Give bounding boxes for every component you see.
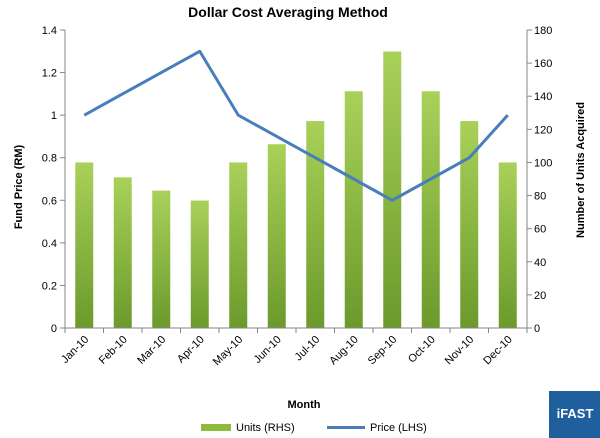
y-right-tick-label: 120 xyxy=(534,124,552,136)
bar-units-jan-10 xyxy=(75,162,94,328)
y-right-tick-label: 40 xyxy=(534,257,546,269)
bar-units-apr-10 xyxy=(190,200,209,328)
bar-units-oct-10 xyxy=(421,91,440,328)
y-right-tick-label: 160 xyxy=(534,58,552,70)
x-tick-label: Mar-10 xyxy=(135,334,168,367)
y-right-tick-label: 140 xyxy=(534,91,552,103)
bar-units-sep-10 xyxy=(383,51,402,329)
y-right-tick-label: 60 xyxy=(534,224,546,236)
x-tick-label: May-10 xyxy=(211,334,245,368)
y-left-tick-label: 0 xyxy=(51,323,57,335)
y-left-tick-label: 1.2 xyxy=(42,68,57,80)
x-axis-label: Month xyxy=(288,399,321,411)
chart-title: Dollar Cost Averaging Method xyxy=(188,4,388,20)
ifast-logo: iFAST xyxy=(549,391,600,438)
y-left-tick-label: 1.4 xyxy=(42,25,57,37)
plot-area: 0 0.2 0.4 0.6 0.8 1 1.2 1.4 0 20 40 60 80 100 120 140 16… xyxy=(42,25,553,368)
bar-units-aug-10 xyxy=(344,91,363,328)
x-tick-label: Feb-10 xyxy=(97,334,130,367)
logo-background xyxy=(549,391,600,438)
legend-label-price: Price (LHS) xyxy=(370,422,427,434)
legend-label-units: Units (RHS) xyxy=(236,422,295,434)
bar-units-nov-10 xyxy=(460,121,479,328)
y-left-tick-label: 0.8 xyxy=(42,153,57,165)
x-tick-label: Dec-10 xyxy=(481,334,515,368)
x-tick-label: Jul-10 xyxy=(293,334,323,364)
line-price xyxy=(83,49,509,202)
y-axis-right-label: Number of Units Acquired xyxy=(575,102,587,238)
x-tick-label: Oct-10 xyxy=(406,334,438,366)
logo-text: iFAST xyxy=(557,406,594,421)
y-right-tick-label: 100 xyxy=(534,157,552,169)
x-tick-label: Jun-10 xyxy=(252,334,284,366)
y-left-tick-label: 0.4 xyxy=(42,238,57,250)
x-tick-label: Nov-10 xyxy=(443,334,477,368)
x-tick-label: Sep-10 xyxy=(366,334,400,368)
bar-units-jun-10 xyxy=(267,144,286,328)
x-tick-label: Aug-10 xyxy=(327,334,361,368)
y-right-tick-label: 0 xyxy=(534,323,540,335)
y-right-tick-label: 80 xyxy=(534,191,546,203)
y-left-tick-label: 0.2 xyxy=(42,280,57,292)
x-tick-label: Apr-10 xyxy=(175,334,207,366)
y-right-tick-label: 180 xyxy=(534,25,552,37)
y-axis-left-label: Fund Price (RM) xyxy=(13,145,25,230)
bar-units-dec-10 xyxy=(498,162,517,328)
bar-units-mar-10 xyxy=(152,190,171,328)
y-left-tick-label: 1 xyxy=(51,110,57,122)
bar-units-may-10 xyxy=(229,162,248,328)
legend: Units (RHS) Price (LHS) xyxy=(201,422,427,434)
y-right-tick-label: 20 xyxy=(534,290,546,302)
x-tick-label: Jan-10 xyxy=(59,334,91,366)
y-left-tick-label: 0.6 xyxy=(42,195,57,207)
bar-units-jul-10 xyxy=(306,121,325,328)
legend-swatch-units xyxy=(201,424,231,431)
bar-units-feb-10 xyxy=(113,177,132,328)
